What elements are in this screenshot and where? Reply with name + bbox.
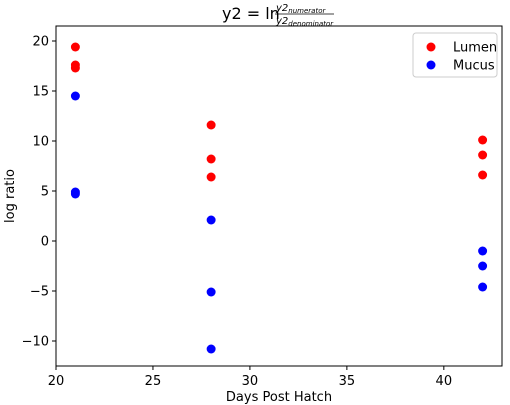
data-point-mucus xyxy=(206,344,216,354)
y-tick-label: 10 xyxy=(32,135,49,150)
y-tick-label: −10 xyxy=(22,335,49,350)
legend-items: Lumen Mucus xyxy=(426,41,497,74)
data-point-lumen xyxy=(206,172,216,182)
y-tick-label: 0 xyxy=(41,235,49,250)
data-point-mucus xyxy=(478,282,488,292)
data-point-mucus xyxy=(206,215,216,225)
data-point-lumen xyxy=(206,120,216,130)
data-point-lumen xyxy=(206,154,216,164)
y-tick-label: 15 xyxy=(32,85,49,100)
title-denominator-base: y2 xyxy=(275,16,288,27)
data-point-mucus xyxy=(478,246,488,256)
title-numerator: y2numerator xyxy=(275,3,326,15)
legend-label-lumen: Lumen xyxy=(453,41,497,56)
title-lhs: y2 = ln xyxy=(222,4,280,23)
data-point-lumen xyxy=(478,170,488,180)
title-numerator-base: y2 xyxy=(275,3,288,14)
data-point-lumen xyxy=(478,135,488,145)
y-tick-label: 5 xyxy=(41,185,49,200)
legend-label-mucus: Mucus xyxy=(453,59,495,74)
y-axis-ticks: −10 −5 0 5 10 15 20 xyxy=(22,35,56,350)
data-points xyxy=(70,42,488,354)
x-tick-label: 40 xyxy=(436,374,453,389)
data-point-mucus xyxy=(70,189,80,199)
plot-frame xyxy=(55,25,503,367)
title-numerator-subscript: numerator xyxy=(288,7,326,15)
y-tick-label: −5 xyxy=(30,285,49,300)
title-denominator-subscript: denominator xyxy=(288,20,334,28)
x-tick-label: 25 xyxy=(145,374,162,389)
data-point-lumen xyxy=(70,63,80,73)
x-tick-label: 20 xyxy=(48,374,65,389)
title-denominator: y2denominator xyxy=(275,16,334,28)
legend-marker-mucus xyxy=(426,60,436,70)
data-point-lumen xyxy=(70,42,80,52)
x-tick-label: 35 xyxy=(339,374,356,389)
data-point-lumen xyxy=(478,150,488,160)
data-point-mucus xyxy=(70,91,80,101)
legend: Lumen Mucus xyxy=(412,32,498,78)
data-point-mucus xyxy=(206,287,216,297)
x-tick-label: 30 xyxy=(242,374,259,389)
legend-marker-lumen xyxy=(426,42,436,52)
data-point-mucus xyxy=(478,261,488,271)
y-axis-label: log ratio xyxy=(3,169,18,223)
x-axis-ticks: 20 25 30 35 40 xyxy=(48,366,452,389)
y-tick-label: 20 xyxy=(32,35,49,50)
x-axis-label: Days Post Hatch xyxy=(226,390,332,405)
chart-title: y2 = ln y2numerator y2denominator xyxy=(222,3,334,28)
